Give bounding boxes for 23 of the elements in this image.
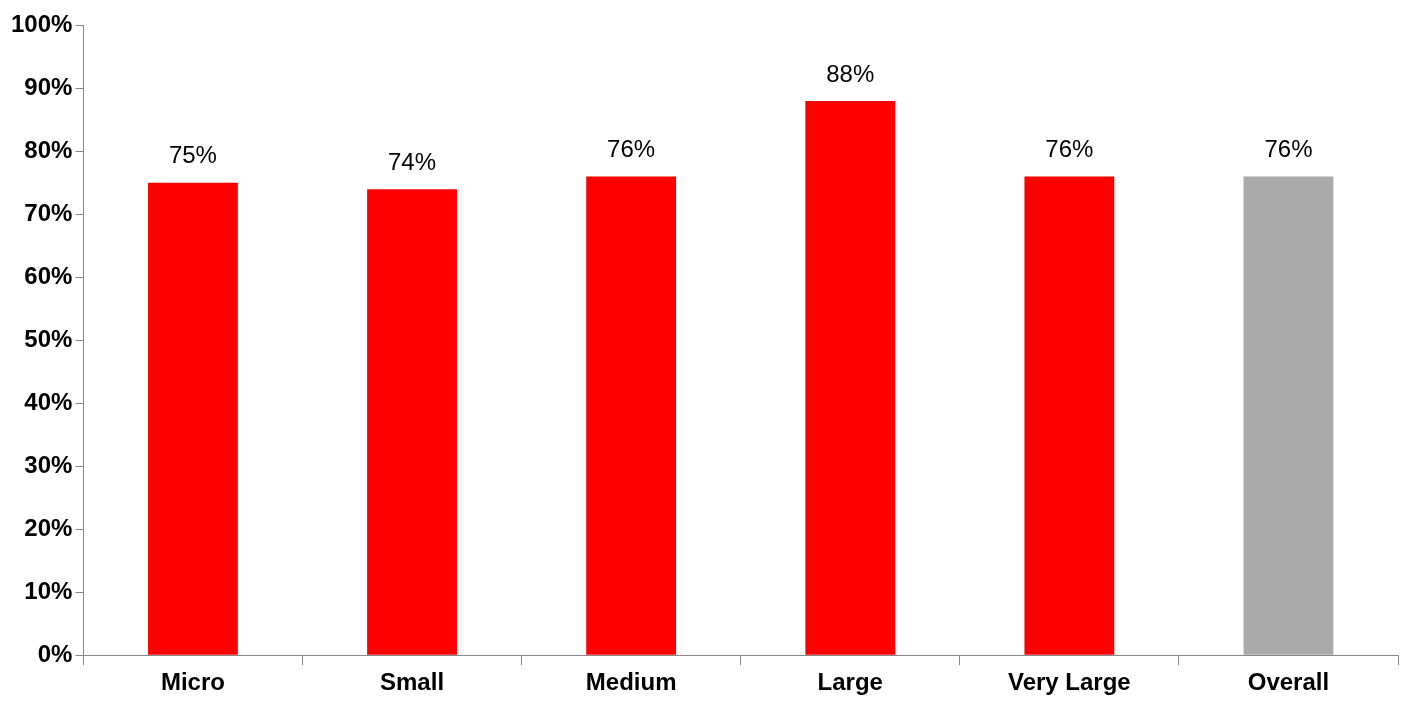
x-tick-label: Large [817,668,883,696]
y-tick-label: 30% [24,450,73,478]
y-tick-label: 20% [24,513,73,541]
data-label: 76% [1264,135,1313,163]
data-label: 76% [607,135,656,163]
y-tick-label: 90% [24,73,73,100]
data-label: 75% [168,141,217,169]
y-tick-label: 60% [24,261,73,289]
data-label: 88% [826,59,875,87]
y-tick-label: 0% [37,639,73,667]
x-tick-label: Small [380,668,445,696]
y-tick-label: 40% [24,387,73,415]
y-tick-label: 100% [10,10,73,38]
x-tick-label: Medium [585,668,677,696]
y-tick-label: 10% [24,576,73,604]
y-tick-label: 80% [24,135,73,163]
x-tick-label: Very Large [1007,668,1131,696]
x-tick-label: Overall [1247,668,1330,696]
y-tick-label: 70% [24,198,73,226]
data-label: 76% [1045,135,1094,163]
y-tick-label: 50% [24,324,73,352]
data-label: 74% [388,147,437,175]
x-tick-label: Micro [160,668,225,696]
